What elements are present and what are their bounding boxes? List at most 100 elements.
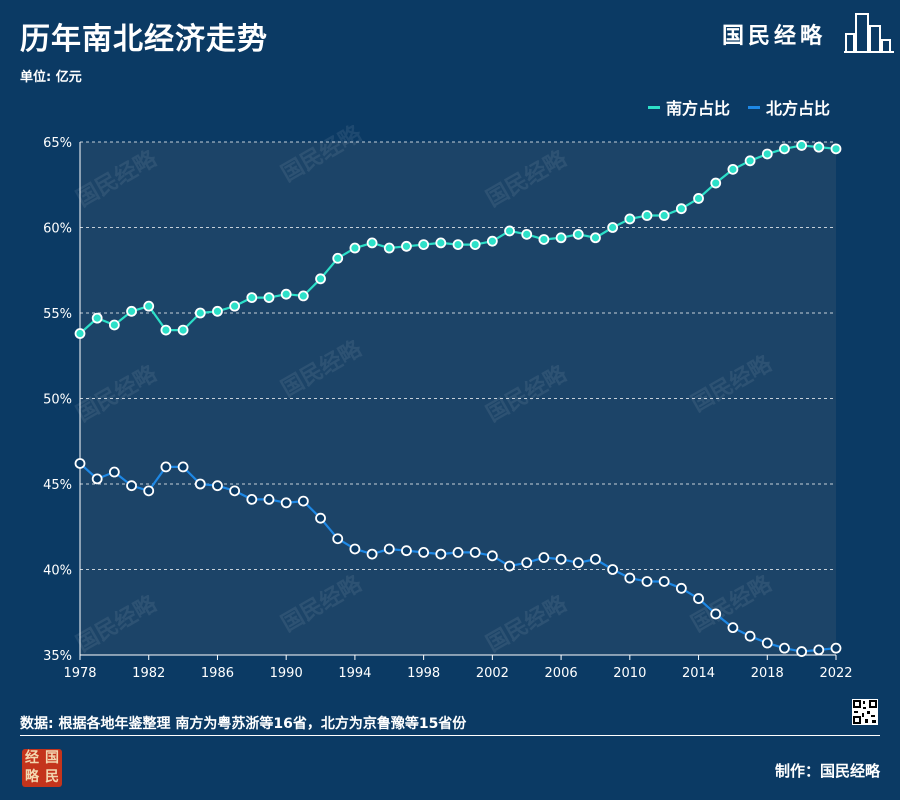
data-point-north	[710, 608, 722, 620]
data-point-south	[658, 210, 670, 221]
x-tick-label: 1990	[270, 666, 303, 681]
data-point-north	[830, 642, 842, 654]
data-point-north	[727, 622, 739, 634]
x-tick-label: 1998	[407, 666, 440, 681]
data-point-north	[590, 553, 601, 565]
y-tick-label: 60%	[43, 222, 72, 237]
x-tick-label: 2018	[751, 666, 784, 681]
data-point-north	[504, 560, 515, 572]
stamp-char: 国	[45, 750, 59, 766]
data-point-south	[229, 300, 241, 312]
data-point-south	[727, 163, 739, 175]
y-tick-label: 50%	[43, 393, 72, 408]
data-point-north	[521, 557, 533, 569]
data-point-north	[349, 543, 361, 555]
source-note: 数据: 根据各地年鉴整理 南方为粤苏浙等16省，北方为京鲁豫等15省份	[20, 716, 467, 732]
data-point-south	[212, 305, 223, 317]
data-point-south	[366, 237, 378, 249]
data-point-south	[332, 252, 344, 264]
data-point-south	[796, 140, 808, 151]
y-tick-label: 40%	[43, 564, 72, 579]
data-point-south	[744, 155, 756, 167]
legend-label-south: 南方占比	[665, 99, 730, 118]
data-point-north	[177, 461, 189, 473]
x-tick-label: 2002	[476, 666, 509, 681]
y-tick-label: 45%	[43, 478, 72, 493]
data-point-north	[624, 572, 636, 584]
data-point-north	[126, 480, 137, 492]
data-point-north	[744, 630, 756, 642]
data-point-north	[194, 478, 206, 490]
footer-divider	[20, 735, 880, 736]
data-point-north	[658, 576, 670, 587]
data-point-south	[435, 237, 447, 249]
data-point-north	[212, 480, 223, 492]
data-point-north	[108, 466, 120, 478]
data-point-north	[74, 458, 86, 469]
data-point-south	[779, 143, 790, 155]
data-point-north	[761, 637, 773, 649]
y-tick-label: 65%	[43, 136, 72, 151]
data-point-south	[624, 213, 636, 225]
qr-code-icon	[852, 699, 878, 725]
x-tick-label: 1982	[132, 666, 165, 681]
data-point-south	[830, 143, 842, 155]
stamp-char: 经	[25, 750, 39, 766]
data-point-south	[452, 239, 464, 251]
data-point-south	[675, 203, 687, 215]
brand-logo-text: 国民经略	[722, 23, 827, 49]
data-point-north	[383, 543, 395, 555]
data-point-south	[401, 240, 412, 252]
data-point-south	[160, 324, 172, 336]
data-point-north	[246, 493, 258, 505]
data-point-north	[401, 545, 412, 557]
data-point-south	[538, 234, 550, 245]
data-point-north	[607, 564, 619, 575]
data-point-south	[315, 273, 326, 285]
stamp-char: 民	[45, 769, 59, 785]
data-point-north	[538, 552, 550, 563]
data-point-south	[74, 328, 86, 339]
data-point-north	[315, 512, 326, 524]
data-point-south	[263, 292, 275, 304]
y-tick-label: 35%	[43, 649, 72, 664]
data-point-south	[572, 228, 584, 240]
stamp-char: 略	[25, 769, 39, 785]
credit-text: 制作：国民经略	[774, 762, 880, 780]
data-point-south	[641, 210, 653, 221]
data-point-south	[521, 228, 533, 240]
chart-title: 历年南北经济走势	[20, 22, 268, 57]
data-point-north	[813, 644, 825, 656]
data-point-north	[641, 576, 653, 587]
legend-label-north: 北方占比	[765, 99, 830, 118]
data-point-north	[297, 495, 309, 507]
data-point-north	[366, 548, 378, 560]
data-point-north	[675, 582, 687, 594]
data-point-south	[383, 242, 395, 254]
data-point-north	[572, 557, 584, 569]
data-point-south	[469, 239, 481, 251]
legend-item-north: 北方占比	[747, 95, 830, 119]
y-tick-label: 55%	[43, 307, 72, 322]
data-point-north	[263, 493, 275, 505]
data-point-south	[194, 307, 206, 319]
data-point-south	[813, 141, 825, 153]
data-point-south	[761, 148, 773, 160]
data-point-south	[280, 288, 292, 300]
data-point-south	[607, 222, 619, 233]
data-point-south	[486, 235, 498, 247]
x-tick-label: 2010	[613, 666, 646, 681]
data-point-north	[280, 497, 292, 509]
legend-swatch-south	[647, 105, 660, 109]
legend-item-south: 南方占比	[647, 95, 730, 119]
data-point-north	[91, 473, 103, 485]
data-point-south	[504, 225, 515, 237]
data-point-north	[229, 485, 241, 497]
data-point-south	[349, 242, 361, 254]
x-tick-label: 1986	[201, 666, 234, 681]
data-point-south	[555, 232, 567, 244]
unit-label: 单位: 亿元	[20, 70, 82, 85]
data-point-south	[246, 292, 258, 304]
brand-stamp: 经 国 略 民	[22, 749, 62, 787]
building-icon	[844, 13, 894, 53]
